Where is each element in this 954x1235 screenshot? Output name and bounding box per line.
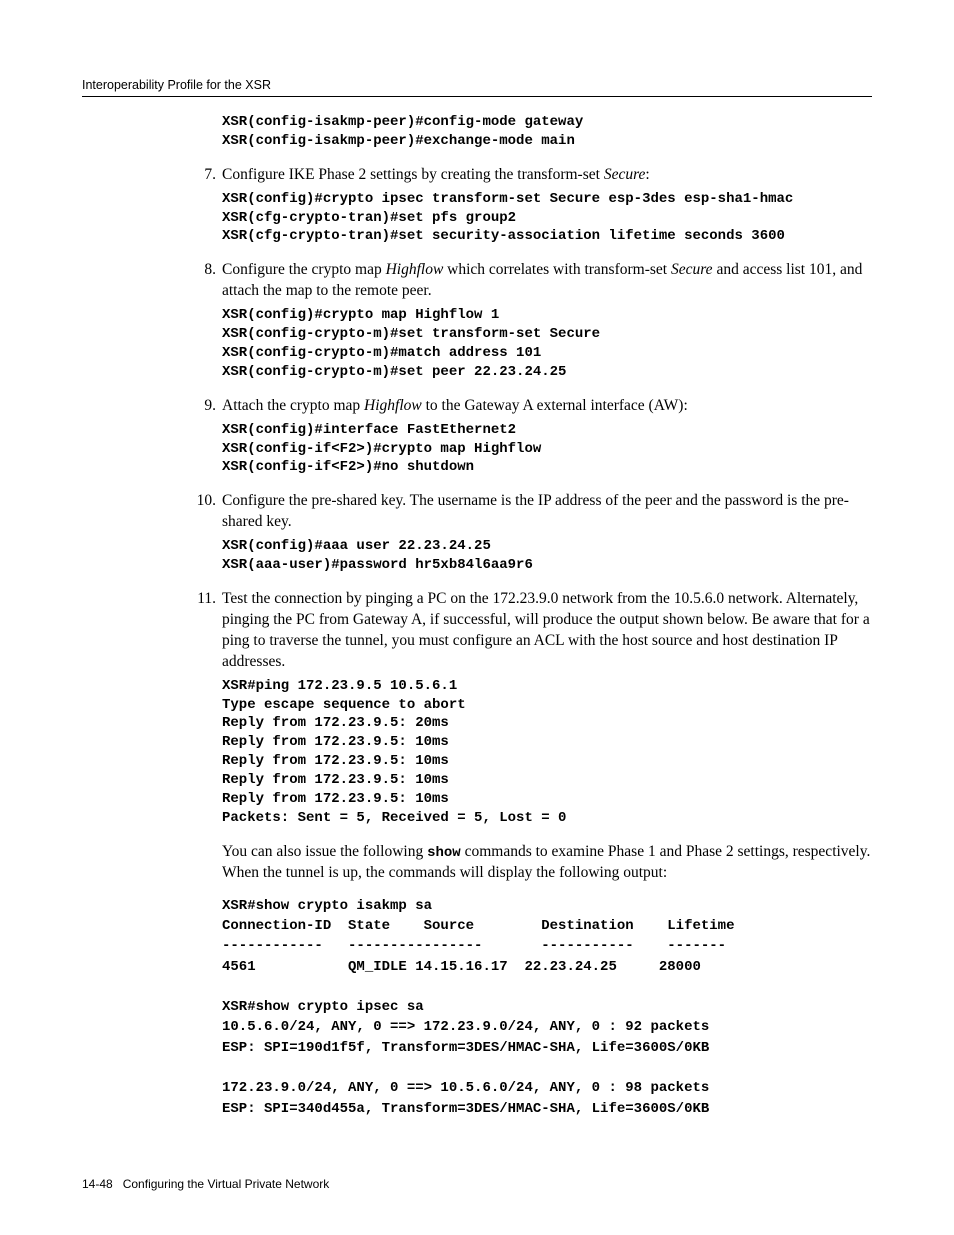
step-intro: Configure the pre-shared key. The userna… [222,491,872,533]
body-content: XSR(config-isakmp-peer)#config-mode gate… [82,113,872,1119]
step-continuation: XSR(config-isakmp-peer)#config-mode gate… [222,113,872,151]
step-8: 8. Configure the crypto map Highflow whi… [222,260,872,381]
page: Interoperability Profile for the XSR XSR… [0,0,954,1235]
step-body: Configure the crypto map Highflow which … [222,260,872,381]
footer-title: Configuring the Virtual Private Network [123,1177,330,1191]
code-block: XSR#ping 172.23.9.5 10.5.6.1 Type escape… [222,677,872,828]
step-number: 7. [188,165,216,186]
step-number: 11. [188,589,216,610]
code-block: XSR(config)#crypto map Highflow 1 XSR(co… [222,306,872,382]
step-body: Attach the crypto map Highflow to the Ga… [222,396,872,478]
step-intro: Test the connection by pinging a PC on t… [222,589,872,673]
step-followup: You can also issue the following show co… [222,842,872,884]
step-number: 10. [188,491,216,512]
output-block: XSR#show crypto isakmp sa Connection-ID … [222,896,872,1119]
step-intro: Configure the crypto map Highflow which … [222,260,872,302]
step-10: 10. Configure the pre-shared key. The us… [222,491,872,575]
running-header: Interoperability Profile for the XSR [82,78,872,92]
step-body: Configure the pre-shared key. The userna… [222,491,872,575]
text-span: You can also issue the following [222,843,427,860]
step-9: 9. Attach the crypto map Highflow to the… [222,396,872,478]
page-number: 14-48 [82,1177,113,1191]
step-intro: Attach the crypto map Highflow to the Ga… [222,396,872,417]
step-11: 11. Test the connection by pinging a PC … [222,589,872,1119]
step-7: 7. Configure IKE Phase 2 settings by cre… [222,165,872,247]
code-block: XSR(config)#crypto ipsec transform-set S… [222,190,872,247]
step-body: Test the connection by pinging a PC on t… [222,589,872,1119]
code-block: XSR(config-isakmp-peer)#config-mode gate… [222,113,872,151]
code-block: XSR(config)#aaa user 22.23.24.25 XSR(aaa… [222,537,872,575]
page-footer: 14-48 Configuring the Virtual Private Ne… [82,1177,329,1191]
step-number: 9. [188,396,216,417]
step-body: Configure IKE Phase 2 settings by creati… [222,165,872,247]
code-block: XSR(config)#interface FastEthernet2 XSR(… [222,421,872,478]
code-inline: show [427,845,461,861]
step-number: 8. [188,260,216,281]
step-intro: Configure IKE Phase 2 settings by creati… [222,165,872,186]
header-rule [82,96,872,97]
